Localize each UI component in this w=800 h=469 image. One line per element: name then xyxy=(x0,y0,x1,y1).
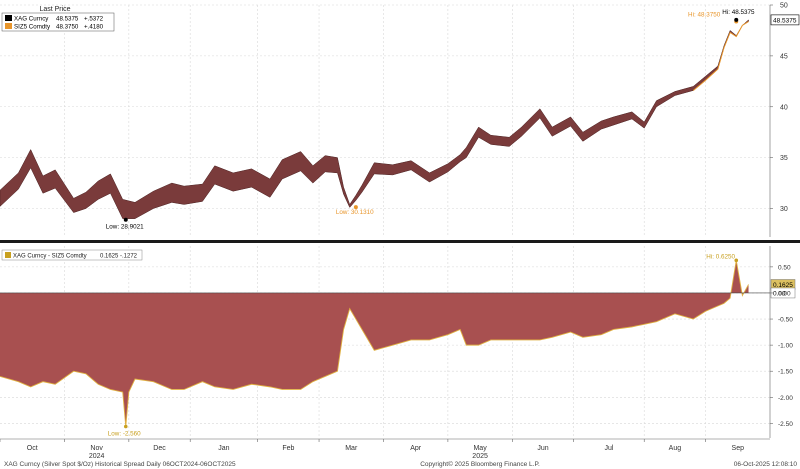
x-tick-label-month: Jun xyxy=(537,445,548,452)
low-siz-marker xyxy=(353,205,358,210)
x-tick-label-year: 2024 xyxy=(89,453,105,460)
spread-line xyxy=(0,260,749,427)
top-panel-series-lines xyxy=(692,21,749,91)
panel-divider xyxy=(0,240,800,243)
x-tick-label-month: May xyxy=(473,445,487,452)
low-xag-marker xyxy=(123,217,128,222)
x-tick-label-month: Feb xyxy=(282,445,294,452)
y-tick-label-bottom: -2.50 xyxy=(778,421,793,428)
bottom-legend-swatch xyxy=(5,252,11,258)
top-panel-price-band xyxy=(0,19,749,219)
bottom-legend-value: 0.1625 xyxy=(100,254,119,260)
top-legend: Last Price XAG Curncy 48.5375 +.5372 SIZ… xyxy=(1,6,115,32)
siz-line-tail xyxy=(692,21,749,91)
top-panel-y-axis: 30 35 40 45 50 xyxy=(769,3,788,237)
y-tick-label-top: 45 xyxy=(780,53,788,60)
hi-siz-label: Hi: 48.3750 xyxy=(688,12,721,19)
y-tick-label-top: 30 xyxy=(780,206,788,213)
hi-spread-marker xyxy=(734,258,739,263)
x-axis: Oct Nov Dec Jan Feb Mar Apr May Jun Jul Aug Sep 2024… xyxy=(0,438,770,460)
low-siz-label: Low: 30.1310 xyxy=(336,209,374,216)
bottom-panel-y-axis: 0.50 0.00 -0.50 -1.00 -1.50 -2.00 -2.50 xyxy=(769,246,793,438)
footer-right: 06-Oct-2025 12:08:10 xyxy=(734,461,798,468)
hi-spread-label: Hi: 0.6250 xyxy=(706,253,735,260)
low-xag-label: Low: 28.9021 xyxy=(106,224,144,231)
legend-entry-siz-change: +.4180 xyxy=(84,24,104,31)
hi-xag-label: Hi: 48.5375 xyxy=(722,9,755,16)
top-panel-annotations: Low: 28.9021 Low: 30.1310 Hi: 48.3750 Hi: 4… xyxy=(106,9,800,231)
x-tick-label-month: Oct xyxy=(27,445,38,452)
legend-box xyxy=(1,12,115,32)
last-value-tag-bottom-label: 0.1625 xyxy=(773,282,793,289)
legend-swatch-xag xyxy=(5,15,12,21)
legend-entry-siz-name: SIZ5 Comdty xyxy=(14,24,51,31)
footer: XAG Curncy (Silver Spot $/Oz) Historical… xyxy=(4,460,797,468)
y-tick-label-bottom: 0.00 xyxy=(778,290,791,297)
footer-left: XAG Curncy (Silver Spot $/Oz) Historical… xyxy=(4,461,236,468)
y-tick-label-bottom: 0.50 xyxy=(778,264,791,271)
legend-entry-xag-name: XAG Curncy xyxy=(14,16,49,23)
x-tick-label-year: 2025 xyxy=(472,453,488,460)
y-tick-label-bottom: -1.50 xyxy=(778,369,793,376)
x-tick-label-month: Mar xyxy=(345,445,358,452)
x-tick-label-month: Nov xyxy=(90,445,103,452)
legend-title: Last Price xyxy=(39,6,70,13)
legend-entry-xag-value: 48.5375 xyxy=(56,16,79,23)
last-value-tag-bottom-label: 0.00 xyxy=(773,290,786,297)
bottom-legend-change: -.1272 xyxy=(120,254,138,260)
bottom-legend-name: XAG Curncy - SIZ5 Comdty xyxy=(13,254,87,260)
x-tick-label-month: Jul xyxy=(604,445,613,452)
x-tick-label-month: Dec xyxy=(153,445,166,452)
last-value-tag-top-label: 48.5375 xyxy=(773,17,797,24)
bottom-panel-spread-area xyxy=(0,260,770,427)
y-tick-label-bottom: -2.00 xyxy=(778,395,793,402)
x-tick-label-month: Aug xyxy=(669,445,682,452)
price-band xyxy=(0,19,749,219)
legend-entry-xag-change: +.5372 xyxy=(84,16,104,23)
y-tick-label-bottom: -1.00 xyxy=(778,343,793,350)
x-tick-label-month: Sep xyxy=(732,445,745,452)
low-spread-label: Low: -2.560 xyxy=(108,431,141,438)
y-tick-label-top: 35 xyxy=(780,155,788,162)
legend-swatch-siz xyxy=(5,23,12,29)
x-tick-label-month: Jan xyxy=(218,445,229,452)
low-spread-marker xyxy=(123,424,128,429)
bottom-legend-box xyxy=(1,249,143,261)
bottom-legend: XAG Curncy - SIZ5 Comdty 0.1625 -.1272 xyxy=(1,249,143,261)
footer-center: Copyright© 2025 Bloomberg Finance L.P. xyxy=(420,460,540,468)
y-tick-label-bottom: -0.50 xyxy=(778,317,793,324)
y-tick-label-top: 50 xyxy=(780,3,788,10)
spread-area xyxy=(0,260,749,427)
hi-xag-marker xyxy=(734,17,739,22)
x-tick-label-month: Apr xyxy=(410,445,422,452)
legend-entry-siz-value: 48.3750 xyxy=(56,24,79,31)
last-value-tag-top xyxy=(770,14,800,26)
y-tick-label-top: 40 xyxy=(780,104,788,111)
